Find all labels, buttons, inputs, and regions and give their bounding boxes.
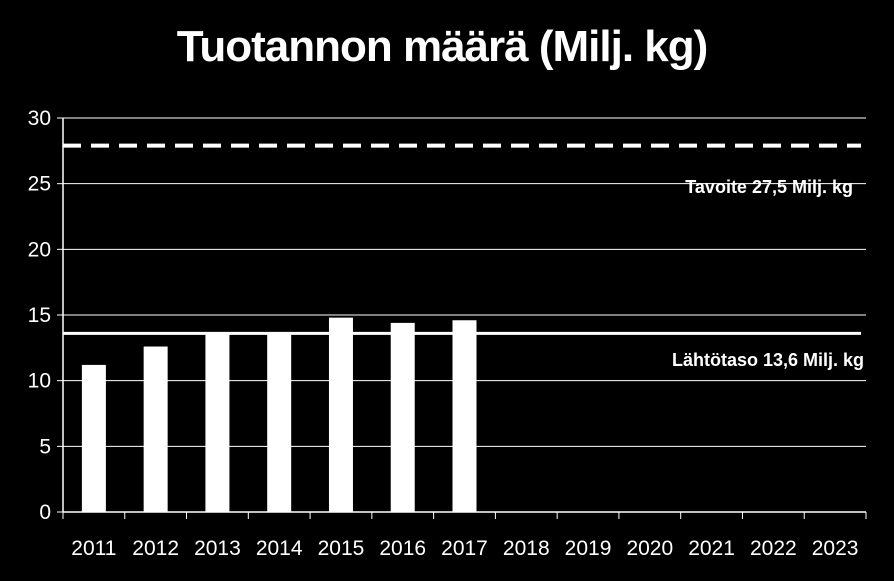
x-tick-label: 2020 [626, 537, 673, 560]
bar-2012 [143, 346, 168, 512]
bar-2015 [328, 317, 353, 512]
x-tick-label: 2022 [750, 537, 797, 560]
bar-2014 [267, 333, 292, 512]
x-tick-label: 2012 [132, 537, 179, 560]
tick-labels: 0 5 10 15 20 25 30 2011 2012 2013 2014 2015 2016 2017… [28, 107, 859, 560]
x-tick-label: 2016 [379, 537, 426, 560]
x-tick-label: 2011 [71, 537, 116, 560]
bar-2016 [390, 322, 415, 512]
axes [57, 117, 867, 519]
bars [81, 317, 477, 512]
bar-2011 [81, 364, 106, 512]
reference-lines: Tavoite 27,5 Milj. kg Lähtötaso 13,6 Milj… [63, 143, 864, 370]
x-tick-label: 2021 [688, 537, 735, 560]
y-tick-label: 30 [28, 107, 51, 130]
y-tick-label: 10 [28, 370, 51, 393]
x-tick-label: 2014 [256, 537, 303, 560]
y-tick-label: 0 [39, 501, 51, 524]
x-tick-label: 2015 [318, 537, 365, 560]
x-tick-label: 2019 [565, 537, 612, 560]
y-tick-label: 25 [28, 173, 51, 196]
y-tick-label: 5 [39, 435, 51, 458]
x-tick-label: 2018 [503, 537, 550, 560]
y-tick-label: 15 [28, 304, 51, 327]
chart-title: Tuotannon määrä (Milj. kg) [176, 22, 709, 71]
x-tick-label: 2023 [812, 537, 859, 560]
target-label: Tavoite 27,5 Milj. kg [685, 177, 853, 197]
bar-2013 [205, 333, 230, 512]
x-tick-label: 2013 [194, 537, 241, 560]
bar-2017 [452, 320, 477, 512]
baseline-label: Lähtötaso 13,6 Milj. kg [672, 350, 864, 370]
y-tick-label: 20 [28, 238, 51, 261]
x-tick-label: 2017 [441, 537, 488, 560]
